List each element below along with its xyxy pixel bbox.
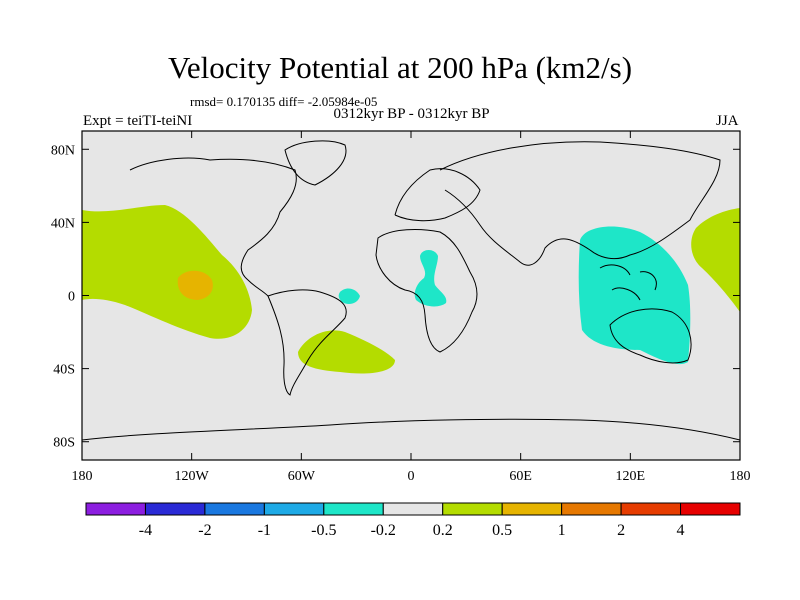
colorbar-box — [561, 502, 622, 516]
coastline-north-america — [129, 157, 297, 297]
lon-tick-label: 180 — [730, 469, 751, 484]
page-title: Velocity Potential at 200 hPa (km2/s) — [167, 50, 633, 85]
colorbar-label: 1 — [558, 522, 566, 539]
lat-tick-label: 80S — [53, 436, 75, 451]
season-label: JJA — [716, 113, 739, 129]
colorbar-box — [263, 502, 325, 516]
colorbar-label: 2 — [617, 522, 625, 539]
lat-tick-label: 40N — [51, 216, 75, 231]
colorbar-box — [144, 502, 206, 516]
colorbar-label: -1 — [258, 522, 271, 539]
high-anomaly-east-pacific — [177, 270, 213, 300]
coastline-south-america — [267, 289, 347, 396]
colorbar-label: -0.5 — [311, 522, 336, 539]
colorbar-box — [323, 502, 384, 516]
coastline-greenland — [284, 140, 347, 186]
colorbar-label: 0.2 — [433, 522, 453, 539]
colorbar-box — [382, 502, 444, 516]
colorbar-label: -2 — [198, 522, 211, 539]
colorbar-box — [680, 502, 741, 516]
positive-anomaly-west-pacific — [691, 208, 740, 312]
colorbar-box — [204, 502, 265, 516]
coastline-australia — [609, 308, 692, 364]
colorbar-box — [620, 502, 682, 516]
lon-tick-label: 60W — [288, 469, 316, 484]
negative-anomaly-indian-ocean — [578, 226, 691, 365]
colorbar-label: 4 — [677, 522, 685, 539]
negative-anomaly-amazon — [338, 288, 360, 304]
colorbar-label: -0.2 — [371, 522, 396, 539]
lat-tick-label: 40S — [53, 363, 75, 378]
anomaly-shading — [82, 205, 740, 374]
stats-label: rmsd= 0.170135 diff= -2.05984e-05 — [190, 94, 378, 109]
colorbar-label: 0.5 — [492, 522, 512, 539]
lon-tick-label: 120W — [175, 469, 210, 484]
coastline-antarctica — [81, 418, 741, 441]
colorbar-box — [85, 502, 146, 516]
colorbar-box — [501, 502, 563, 516]
positive-anomaly-east-pacific — [82, 205, 252, 339]
lat-tick-label: 80N — [51, 143, 75, 158]
lon-tick-label: 0 — [408, 469, 415, 484]
coastline-africa — [375, 229, 478, 353]
period-label: 0312kyr BP - 0312kyr BP — [333, 106, 490, 122]
negative-anomaly-west-africa — [414, 250, 447, 307]
experiment-label: Expt = teiTI-teiNI — [83, 113, 193, 129]
axis-ticks: 180 120W 60W 0 60E 120E 180 80N 40N 0 40S 80S — [51, 131, 751, 484]
lon-tick-label: 180 — [72, 469, 93, 484]
lon-tick-label: 60E — [509, 469, 532, 484]
colorbar-label: -4 — [139, 522, 152, 539]
coastlines — [81, 140, 741, 441]
coastline-asia — [439, 141, 721, 266]
colorbar: -4 -2 -1 -0.5 -0.2 0.2 0.5 1 2 4 — [85, 502, 741, 539]
colorbar-box — [442, 502, 503, 516]
coastline-maritime-continent — [599, 264, 657, 301]
coastline-europe — [394, 168, 481, 222]
lat-tick-label: 0 — [68, 290, 75, 305]
lon-tick-label: 120E — [616, 469, 646, 484]
